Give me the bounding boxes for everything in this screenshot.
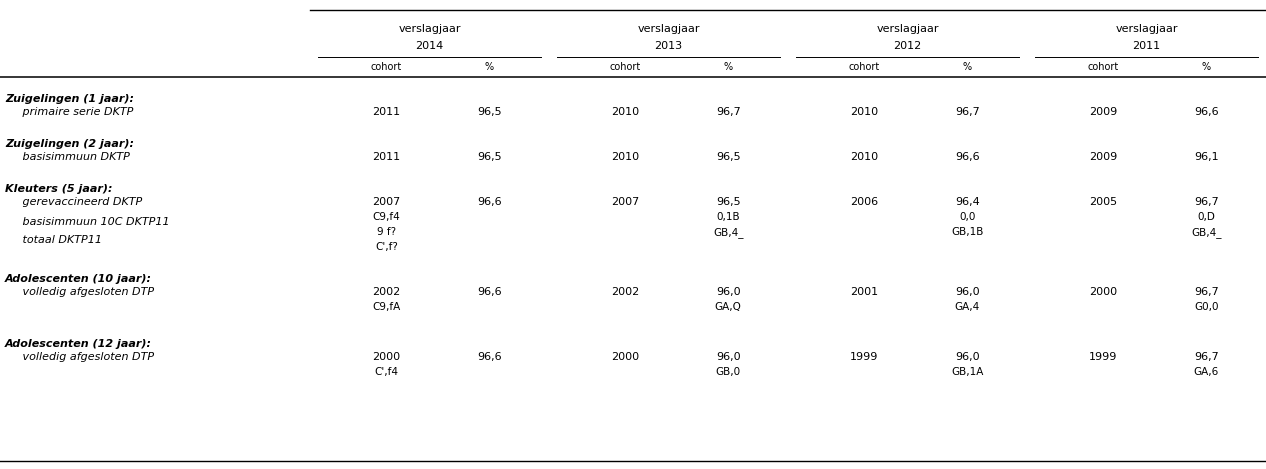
Text: 96,0: 96,0 xyxy=(955,352,980,362)
Text: %: % xyxy=(1201,62,1210,72)
Text: 2009: 2009 xyxy=(1089,152,1118,162)
Text: verslagjaar: verslagjaar xyxy=(399,24,461,34)
Text: 96,6: 96,6 xyxy=(1194,107,1219,117)
Text: GA,4: GA,4 xyxy=(955,302,980,312)
Text: 2007: 2007 xyxy=(611,197,639,207)
Text: 0,0: 0,0 xyxy=(960,212,975,222)
Text: cohort: cohort xyxy=(610,62,641,72)
Text: 96,0: 96,0 xyxy=(955,287,980,297)
Text: 2007: 2007 xyxy=(372,197,400,207)
Text: 2000: 2000 xyxy=(372,352,400,362)
Text: 96,7: 96,7 xyxy=(1194,287,1219,297)
Text: 0,1B: 0,1B xyxy=(717,212,741,222)
Text: 2010: 2010 xyxy=(611,152,639,162)
Text: C9,fA: C9,fA xyxy=(372,302,400,312)
Text: 96,7: 96,7 xyxy=(715,107,741,117)
Text: GB,4_: GB,4_ xyxy=(1191,227,1222,238)
Text: GB,4_: GB,4_ xyxy=(713,227,743,238)
Text: totaal DKTP11: totaal DKTP11 xyxy=(11,235,103,245)
Text: C9,f4: C9,f4 xyxy=(372,212,400,222)
Text: verslagjaar: verslagjaar xyxy=(876,24,939,34)
Text: C',f4: C',f4 xyxy=(375,367,399,377)
Text: GB,1A: GB,1A xyxy=(951,367,984,377)
Text: %: % xyxy=(485,62,494,72)
Text: 96,7: 96,7 xyxy=(1194,352,1219,362)
Text: GB,1B: GB,1B xyxy=(951,227,984,237)
Text: 1999: 1999 xyxy=(851,352,879,362)
Text: gerevaccineerd DKTP: gerevaccineerd DKTP xyxy=(11,197,142,207)
Text: Zuigelingen (2 jaar):: Zuigelingen (2 jaar): xyxy=(5,139,134,149)
Text: 96,7: 96,7 xyxy=(955,107,980,117)
Text: 2012: 2012 xyxy=(894,41,922,51)
Text: 2010: 2010 xyxy=(851,107,879,117)
Text: GB,0: GB,0 xyxy=(715,367,741,377)
Text: 2009: 2009 xyxy=(1089,107,1118,117)
Text: %: % xyxy=(724,62,733,72)
Text: 96,6: 96,6 xyxy=(477,287,501,297)
Text: 96,0: 96,0 xyxy=(717,287,741,297)
Text: 96,6: 96,6 xyxy=(477,197,501,207)
Text: 2000: 2000 xyxy=(1090,287,1118,297)
Text: C',f?: C',f? xyxy=(375,242,398,252)
Text: 0,D: 0,D xyxy=(1198,212,1215,222)
Text: Zuigelingen (1 jaar):: Zuigelingen (1 jaar): xyxy=(5,94,134,104)
Text: verslagjaar: verslagjaar xyxy=(1115,24,1177,34)
Text: 2010: 2010 xyxy=(611,107,639,117)
Text: 9 f?: 9 f? xyxy=(377,227,396,237)
Text: 2002: 2002 xyxy=(611,287,639,297)
Text: 96,5: 96,5 xyxy=(477,152,501,162)
Text: 2013: 2013 xyxy=(655,41,682,51)
Text: G0,0: G0,0 xyxy=(1194,302,1218,312)
Text: 96,5: 96,5 xyxy=(717,152,741,162)
Text: 96,7: 96,7 xyxy=(1194,197,1219,207)
Text: 2010: 2010 xyxy=(851,152,879,162)
Text: GA,6: GA,6 xyxy=(1194,367,1219,377)
Text: Adolescenten (12 jaar):: Adolescenten (12 jaar): xyxy=(5,339,152,349)
Text: 2011: 2011 xyxy=(372,107,400,117)
Text: primaire serie DKTP: primaire serie DKTP xyxy=(11,107,133,117)
Text: 2011: 2011 xyxy=(372,152,400,162)
Text: GA,Q: GA,Q xyxy=(715,302,742,312)
Text: volledig afgesloten DTP: volledig afgesloten DTP xyxy=(11,352,154,362)
Text: volledig afgesloten DTP: volledig afgesloten DTP xyxy=(11,287,154,297)
Text: cohort: cohort xyxy=(371,62,403,72)
Text: verslagjaar: verslagjaar xyxy=(637,24,700,34)
Text: cohort: cohort xyxy=(1087,62,1119,72)
Text: basisimmuun DKTP: basisimmuun DKTP xyxy=(11,152,130,162)
Text: 96,6: 96,6 xyxy=(955,152,980,162)
Text: 2002: 2002 xyxy=(372,287,400,297)
Text: 1999: 1999 xyxy=(1089,352,1118,362)
Text: 96,4: 96,4 xyxy=(955,197,980,207)
Text: 96,6: 96,6 xyxy=(477,352,501,362)
Text: 96,5: 96,5 xyxy=(477,107,501,117)
Text: 2006: 2006 xyxy=(851,197,879,207)
Text: 96,1: 96,1 xyxy=(1194,152,1219,162)
Text: 2005: 2005 xyxy=(1090,197,1118,207)
Text: 2001: 2001 xyxy=(851,287,879,297)
Text: 2000: 2000 xyxy=(611,352,639,362)
Text: basisimmuun 10C DKTP11: basisimmuun 10C DKTP11 xyxy=(11,217,170,227)
Text: 96,0: 96,0 xyxy=(717,352,741,362)
Text: 2014: 2014 xyxy=(415,41,443,51)
Text: Adolescenten (10 jaar):: Adolescenten (10 jaar): xyxy=(5,274,152,284)
Text: %: % xyxy=(962,62,972,72)
Text: cohort: cohort xyxy=(849,62,880,72)
Text: Kleuters (5 jaar):: Kleuters (5 jaar): xyxy=(5,184,113,194)
Text: 2011: 2011 xyxy=(1133,41,1161,51)
Text: 96,5: 96,5 xyxy=(717,197,741,207)
